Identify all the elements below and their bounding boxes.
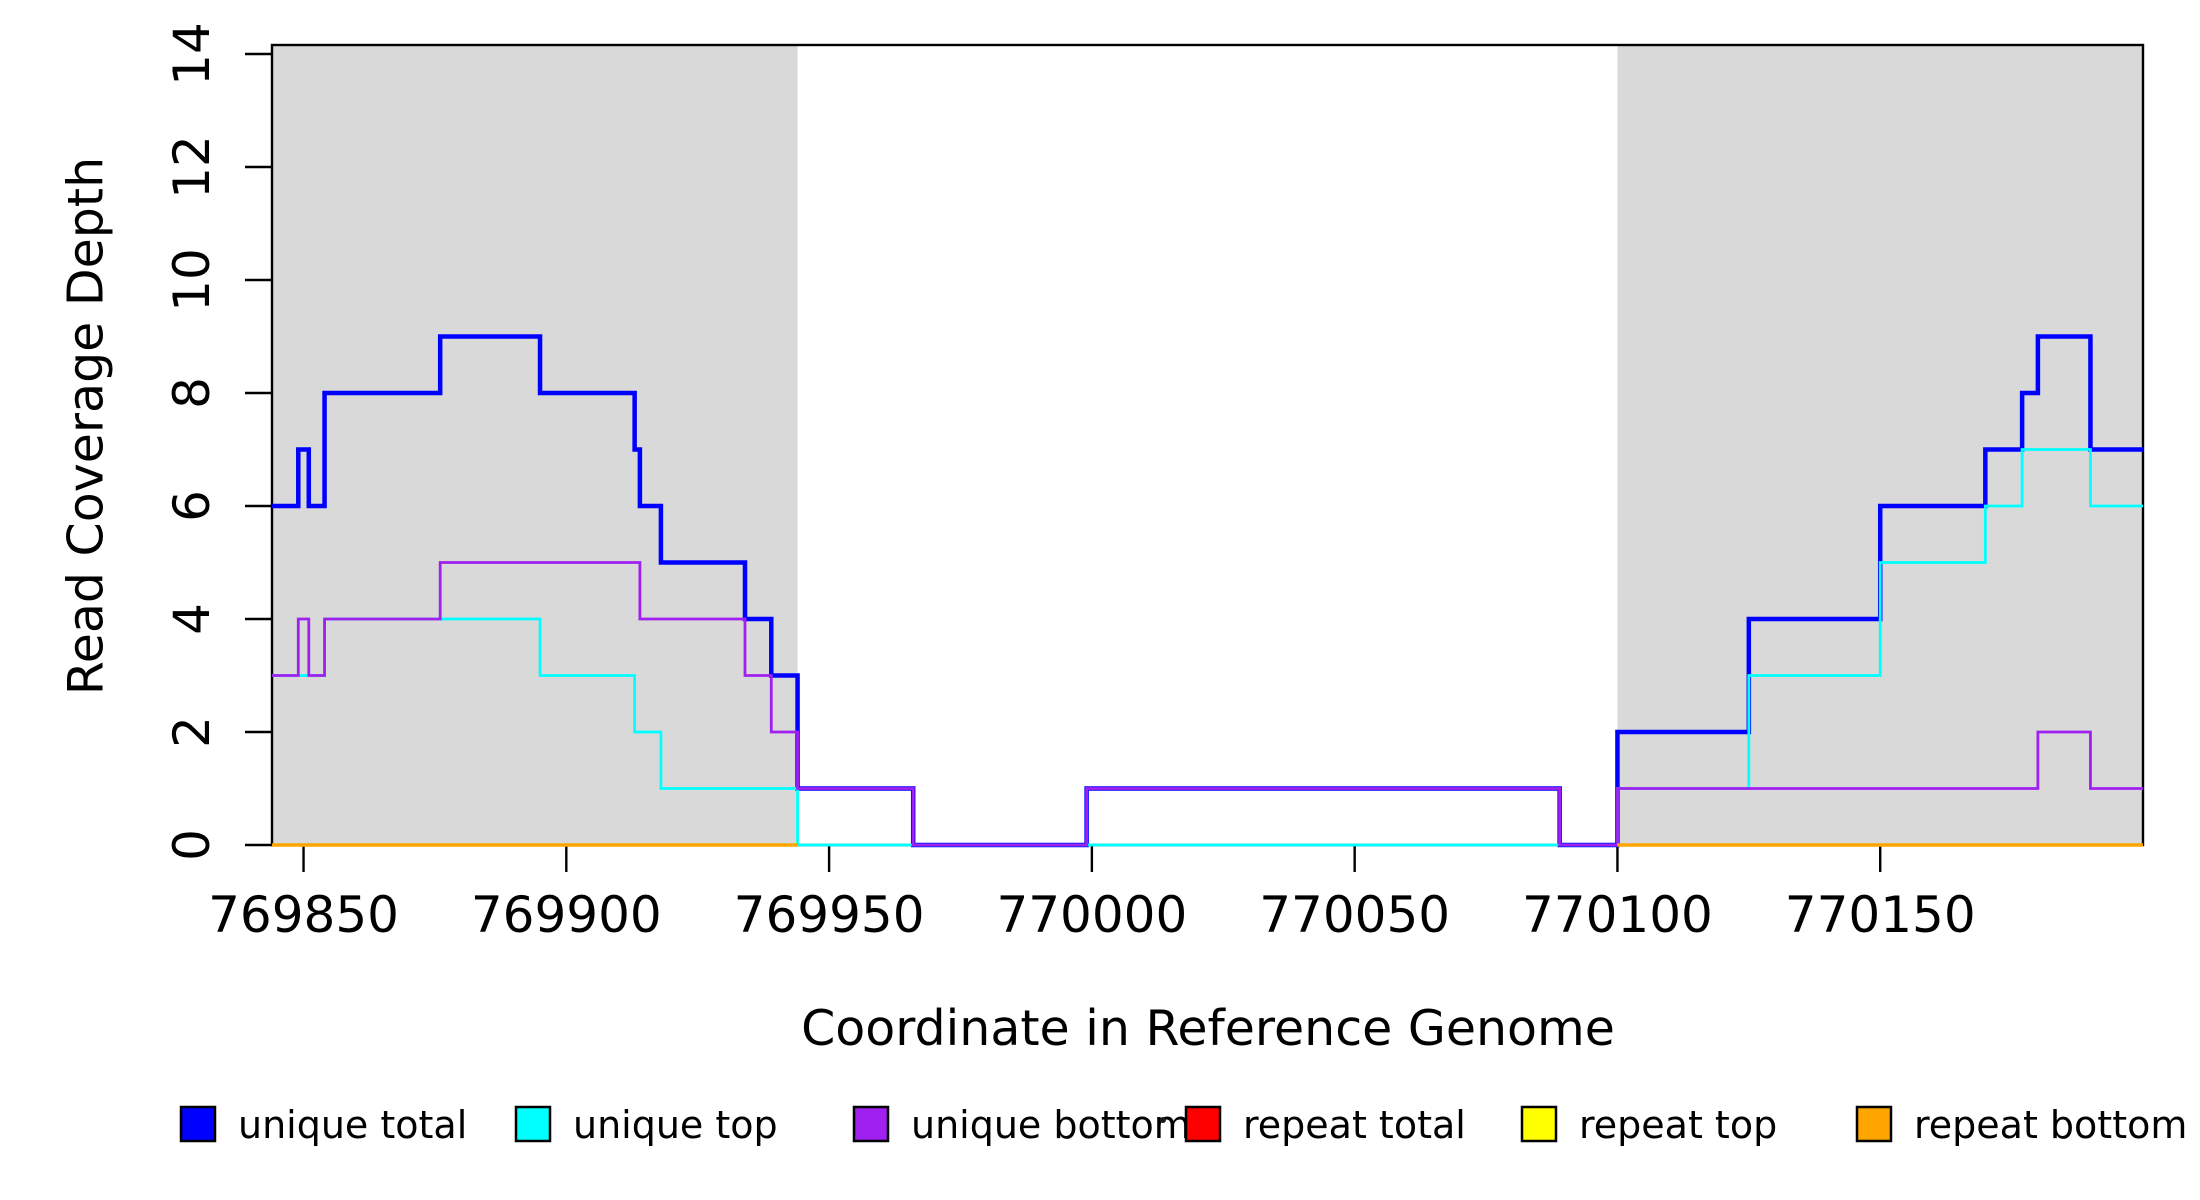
repeat-region-band	[1617, 45, 2143, 845]
legend-swatch-unique-bottom	[852, 1105, 890, 1143]
x-axis-title: Coordinate in Reference Genome	[801, 1000, 1615, 1057]
x-tick-label: 770000	[996, 886, 1187, 944]
repeat-region-band	[272, 45, 798, 845]
legend-label-repeat-total: repeat total	[1243, 1103, 1466, 1147]
x-tick-label: 770050	[1259, 886, 1450, 944]
legend-swatch-repeat-total	[1184, 1105, 1222, 1143]
legend-swatch-repeat-bottom	[1855, 1105, 1893, 1143]
legend-label-unique-top: unique top	[573, 1103, 778, 1147]
y-tick-label: 10	[163, 248, 221, 312]
y-tick-label: 8	[163, 377, 221, 409]
stray-dot	[1160, 1117, 1166, 1123]
x-tick-label: 769950	[734, 886, 925, 944]
repeat-region-shading	[272, 45, 2143, 845]
x-tick-label: 769850	[208, 886, 399, 944]
legend-swatch-repeat-top	[1520, 1105, 1558, 1143]
y-tick-label: 12	[163, 135, 221, 199]
x-tick-label: 770100	[1522, 886, 1713, 944]
y-axis-ticks: 0 2 4 6 8 10 12 14	[163, 22, 272, 861]
coverage-step-lines	[272, 334, 2143, 848]
legend-swatch-unique-top	[514, 1105, 552, 1143]
series-line-unique-bottom	[272, 561, 2143, 847]
y-tick-label: 14	[163, 22, 221, 86]
y-axis-title: Read Coverage Depth	[58, 157, 115, 695]
y-tick-label: 0	[163, 829, 221, 861]
x-tick-label: 770150	[1785, 886, 1976, 944]
legend-label-unique-total: unique total	[238, 1103, 467, 1147]
y-tick-label: 2	[163, 716, 221, 748]
legend-label-unique-bottom: unique bottom	[911, 1103, 1191, 1147]
x-tick-label: 769900	[471, 886, 662, 944]
legend: unique total unique top unique bottom repea…	[179, 1103, 2187, 1147]
x-axis-ticks: 769850 769900 769950 770000 770050 770100 7701…	[208, 845, 1976, 944]
y-tick-label: 4	[163, 603, 221, 635]
legend-label-repeat-bottom: repeat bottom	[1914, 1103, 2187, 1147]
y-tick-label: 6	[163, 490, 221, 522]
legend-swatch-unique-total	[179, 1105, 217, 1143]
legend-label-repeat-top: repeat top	[1579, 1103, 1777, 1147]
